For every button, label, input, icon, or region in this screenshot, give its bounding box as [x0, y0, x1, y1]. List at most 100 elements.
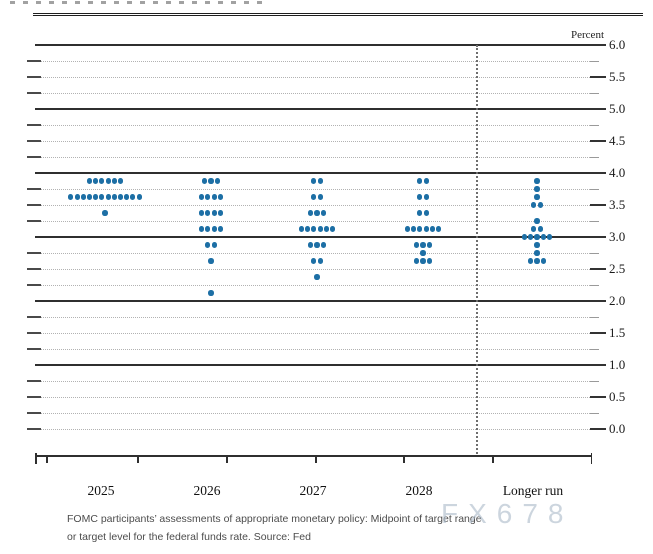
right-tick-minor-1.75: [590, 316, 599, 318]
fomc-dot: [534, 234, 540, 240]
gridline-dotted-0: [35, 429, 592, 430]
gridline-dotted-5.25: [35, 93, 592, 94]
y-axis-label-6.0: 6.0: [609, 37, 626, 52]
gridline-dotted-5.5: [35, 77, 592, 78]
fomc-dot: [528, 258, 534, 264]
right-tick-minor-3.25: [590, 220, 599, 222]
fomc-dot: [311, 178, 317, 184]
fomc-dot: [426, 258, 432, 264]
left-tick-3.5: [27, 204, 41, 206]
fomc-dot: [211, 194, 217, 200]
fomc-dot: [534, 194, 540, 200]
fomc-dot: [522, 234, 528, 240]
x-axis-label-2027: 2027: [299, 483, 327, 498]
fomc-dot: [205, 242, 211, 248]
fomc-dot: [317, 258, 323, 264]
fomc-dot: [531, 202, 537, 208]
left-tick-0: [27, 428, 41, 430]
gridline-solid-2: [35, 300, 592, 302]
left-tick-4.25: [27, 156, 41, 158]
left-tick-0.75: [27, 380, 41, 382]
left-tick-5.5: [27, 76, 41, 78]
fomc-dot: [534, 178, 540, 184]
right-tick-4.5: [590, 140, 606, 142]
fomc-dot: [417, 194, 423, 200]
fomc-dot: [211, 210, 217, 216]
right-tick-minor-4.75: [590, 124, 599, 126]
right-tick-6: [590, 44, 606, 46]
right-tick-3: [590, 236, 606, 238]
fomc-dot: [320, 210, 326, 216]
left-tick-3.25: [27, 220, 41, 222]
y-axis-label-2.5: 2.5: [609, 261, 626, 276]
fomc-dot: [105, 194, 111, 200]
right-tick-0: [590, 428, 606, 430]
left-tick-4.5: [27, 140, 41, 142]
fomc-dot: [317, 194, 323, 200]
x-axis-tick: [403, 455, 405, 463]
fomc-dot: [93, 194, 99, 200]
fomc-dot: [417, 210, 423, 216]
gridline-solid-5: [35, 108, 592, 110]
y-axis-label-5.5: 5.5: [609, 69, 626, 84]
right-tick-minor-2.75: [590, 252, 599, 254]
fomc-dot: [68, 194, 74, 200]
fomc-dot: [99, 178, 105, 184]
fomc-dot: [314, 242, 320, 248]
x-axis-tick: [46, 455, 48, 463]
gridline-dotted-0.75: [35, 381, 592, 382]
right-tick-minor-1.25: [590, 348, 599, 350]
fomc-dot: [311, 226, 317, 232]
fomc-dot: [130, 194, 136, 200]
fomc-dot: [435, 226, 442, 232]
longer-run-separator-line: [476, 45, 478, 457]
fomc-dot: [311, 194, 317, 200]
y-axis-unit-label: Percent: [571, 29, 604, 41]
right-tick-5: [590, 108, 606, 110]
fomc-dot: [411, 226, 417, 232]
fomc-dot: [534, 186, 540, 192]
left-tick-2.25: [27, 284, 41, 286]
fomc-dot: [534, 218, 540, 224]
gridline-dotted-5.75: [35, 61, 592, 62]
y-axis-label-3.0: 3.0: [609, 229, 626, 244]
gridline-solid-4: [35, 172, 592, 174]
left-tick-0.5: [27, 396, 41, 398]
fomc-dot: [105, 178, 111, 184]
fomc-dot: [537, 202, 543, 208]
left-tick-2.75: [27, 252, 41, 254]
left-tick-4.75: [27, 124, 41, 126]
fomc-dot: [329, 226, 336, 232]
fomc-dot: [414, 258, 420, 264]
x-axis-tick: [137, 455, 139, 463]
fomc-dot: [199, 226, 205, 232]
x-axis-tick: [226, 455, 228, 463]
left-tick-5.75: [27, 60, 41, 62]
fomc-dot: [202, 178, 208, 184]
fomc-dot: [74, 194, 80, 200]
y-axis-label-2.0: 2.0: [609, 293, 626, 308]
gridline-solid-6: [35, 44, 592, 46]
gridline-dotted-3.25: [35, 221, 592, 222]
x-axis-end-tick: [35, 453, 37, 464]
fomc-dot: [429, 226, 435, 232]
fomc-dot: [199, 194, 205, 200]
fomc-dot: [305, 226, 311, 232]
y-axis-label-1.5: 1.5: [609, 325, 626, 340]
gridline-solid-1: [35, 364, 592, 366]
chart-caption: FOMC participants’ assessments of approp…: [67, 511, 567, 546]
right-tick-minor-5.75: [590, 60, 599, 62]
x-axis-label-2025: 2025: [87, 483, 115, 498]
fomc-dot: [111, 178, 117, 184]
fomc-dot: [80, 194, 86, 200]
fomc-dot: [314, 210, 320, 216]
top-divider-rule: [33, 13, 643, 16]
gridline-dotted-2.5: [35, 269, 592, 270]
fomc-dot: [314, 274, 320, 280]
fomc-dot: [531, 226, 537, 232]
gridline-dotted-1.5: [35, 333, 592, 334]
fomc-dot: [423, 226, 429, 232]
y-axis-label-4.5: 4.5: [609, 133, 626, 148]
gridline-dotted-1.75: [35, 317, 592, 318]
fomc-dot: [537, 226, 543, 232]
